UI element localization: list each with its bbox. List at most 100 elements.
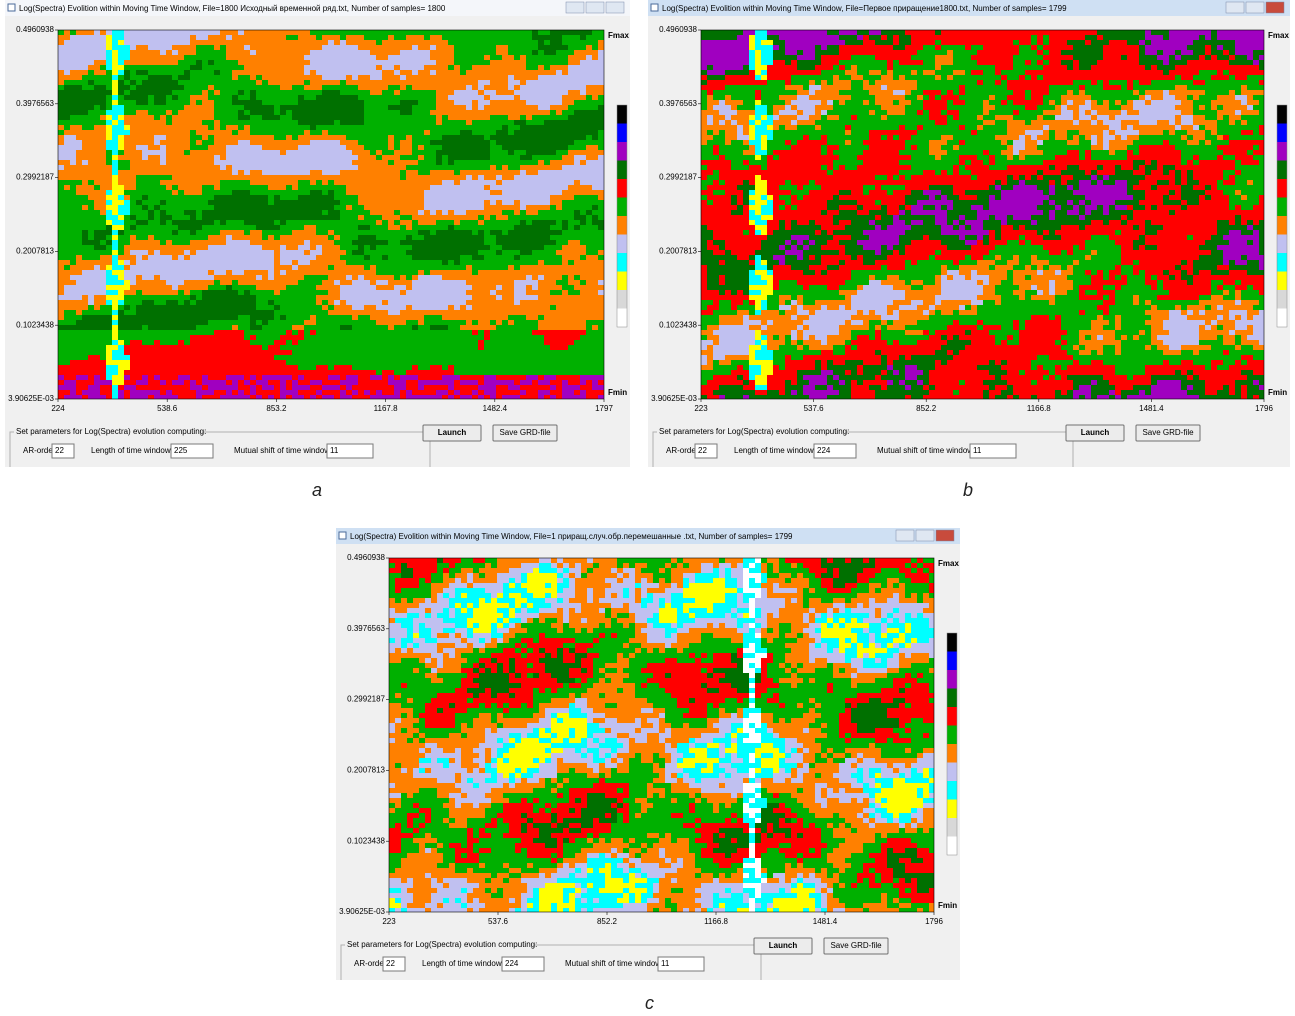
spectrogram-cell — [466, 180, 472, 185]
spectrogram-cell — [526, 145, 532, 150]
spectrogram-cell — [454, 105, 460, 110]
spectrogram-cell — [1229, 30, 1235, 35]
spectrogram-cell — [226, 295, 232, 300]
spectrogram-cell — [334, 70, 340, 75]
spectrogram-cell — [1037, 30, 1043, 35]
spectrogram-cell — [118, 350, 124, 355]
spectrogram-cell — [358, 235, 364, 240]
spectrogram-cell — [184, 125, 190, 130]
spectrogram-cell — [544, 80, 550, 85]
spectrogram-cell — [460, 300, 466, 305]
spectrogram-cell — [250, 335, 256, 340]
spectrogram-cell — [58, 380, 64, 385]
spectrogram-cell — [154, 50, 160, 55]
spectrogram-cell — [124, 155, 130, 160]
spectrogram-cell — [334, 155, 340, 160]
spectrogram-cell — [749, 35, 755, 40]
spectrogram-cell — [316, 40, 322, 45]
spectrogram-cell — [478, 110, 484, 115]
spectrogram-cell — [568, 315, 574, 320]
spectrogram-cell — [598, 180, 604, 185]
spectrogram-cell — [118, 285, 124, 290]
spectrogram-cell — [292, 185, 298, 190]
spectrogram-cell — [142, 90, 148, 95]
spectrogram-cell — [707, 45, 713, 50]
spectrogram-cell — [989, 30, 995, 35]
spectrogram-cell — [388, 70, 394, 75]
window-control[interactable] — [586, 2, 604, 13]
spectrogram-cell — [346, 75, 352, 80]
spectrogram-cell — [184, 275, 190, 280]
spectrogram-cell — [226, 395, 232, 399]
spectrogram-cell — [839, 45, 845, 50]
window-control[interactable] — [606, 2, 624, 13]
spectrogram-cell — [394, 315, 400, 320]
spectrogram-cell — [214, 175, 220, 180]
spectrogram-cell — [580, 215, 586, 220]
spectrogram-cell — [580, 320, 586, 325]
spectrogram-cell — [508, 135, 514, 140]
spectrogram-cell — [400, 385, 406, 390]
spectrogram-cell — [574, 385, 580, 390]
spectrogram-cell — [202, 255, 208, 260]
spectrogram-cell — [268, 310, 274, 315]
spectrogram-cell — [544, 340, 550, 345]
spectrogram-cell — [400, 300, 406, 305]
spectrogram-cell — [827, 30, 833, 35]
spectrogram-cell — [196, 130, 202, 135]
spectrogram-cell — [472, 195, 478, 200]
spectrogram-cell — [502, 395, 508, 399]
spectrogram-cell — [304, 100, 310, 105]
spectrogram-cell — [364, 205, 370, 210]
spectrogram-cell — [94, 305, 100, 310]
spectrogram-cell — [172, 160, 178, 165]
spectrogram-cell — [935, 30, 941, 35]
spectrogram-cell — [472, 65, 478, 70]
spectrogram-cell — [352, 155, 358, 160]
window-control[interactable] — [1226, 2, 1244, 13]
window-control[interactable] — [1246, 2, 1264, 13]
spectrogram-cell — [875, 45, 881, 50]
spectrogram-cell — [304, 45, 310, 50]
spectrogram-cell — [496, 185, 502, 190]
spectrogram-cell — [526, 300, 532, 305]
window-control[interactable] — [566, 2, 584, 13]
spectrogram-cell — [160, 160, 166, 165]
spectrogram-cell — [148, 375, 154, 380]
spectrogram-cell — [238, 390, 244, 395]
spectrogram-cell — [532, 180, 538, 185]
field-label: Mutual shift of time windows: — [234, 446, 336, 455]
spectrogram-cell — [148, 315, 154, 320]
spectrogram-cell — [316, 55, 322, 60]
spectrogram-cell — [514, 380, 520, 385]
spectrogram-cell — [220, 380, 226, 385]
spectrogram-cell — [58, 295, 64, 300]
spectrogram-cell — [106, 170, 112, 175]
spectrogram-cell — [142, 290, 148, 295]
spectrogram-cell — [827, 45, 833, 50]
spectrogram-cell — [298, 95, 304, 100]
spectrogram-cell — [340, 55, 346, 60]
spectrogram-cell — [382, 285, 388, 290]
spectrogram-cell — [430, 185, 436, 190]
spectrogram-cell — [88, 80, 94, 85]
spectrogram-cell — [412, 305, 418, 310]
spectrogram-cell — [214, 365, 220, 370]
window-control[interactable] — [1266, 2, 1284, 13]
spectrogram-cell — [160, 115, 166, 120]
spectrogram-cell — [280, 55, 286, 60]
spectrogram-cell — [286, 145, 292, 150]
spectrogram-cell — [130, 365, 136, 370]
spectrogram-cell — [232, 75, 238, 80]
spectrogram-cell — [418, 50, 424, 55]
spectrogram-cell — [424, 240, 430, 245]
spectrogram-cell — [166, 80, 172, 85]
spectrogram-cell — [292, 170, 298, 175]
spectrogram-cell — [94, 245, 100, 250]
spectrogram-cell — [544, 235, 550, 240]
spectrogram-cell — [214, 165, 220, 170]
spectrogram-cell — [580, 175, 586, 180]
spectrogram-cell — [1181, 30, 1187, 35]
spectrogram-cell — [538, 310, 544, 315]
spectrogram-cell — [574, 390, 580, 395]
